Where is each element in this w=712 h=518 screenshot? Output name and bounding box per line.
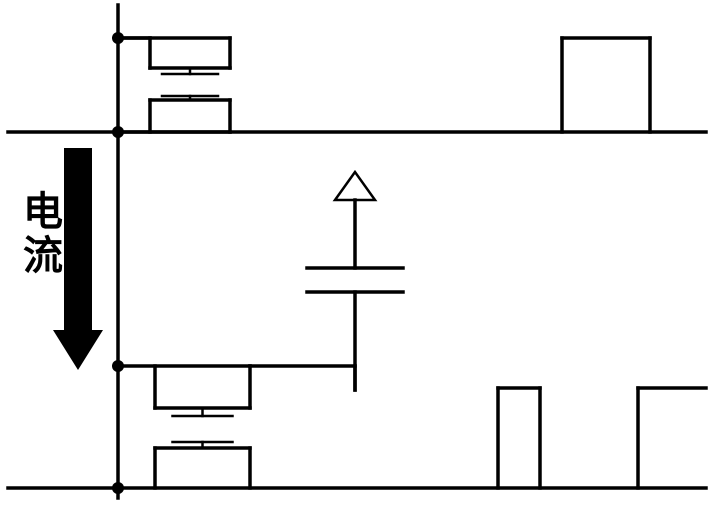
diagram-canvas: 电流: [0, 0, 712, 518]
current-label: 电流: [10, 190, 68, 278]
circuit-svg: [0, 0, 712, 518]
